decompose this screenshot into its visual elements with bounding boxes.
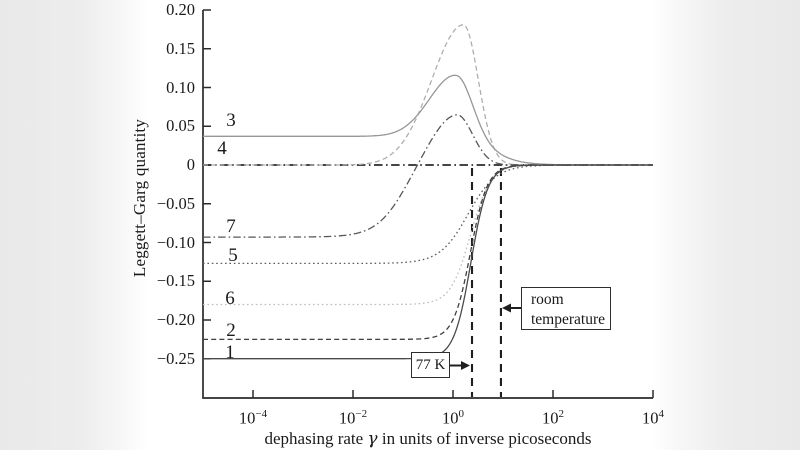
annotation-room-line1: room: [531, 291, 564, 308]
annotation-77k-label: 77 K: [415, 356, 446, 373]
y-tick-label: −0.25: [156, 348, 195, 368]
curve-label-4: 4: [217, 138, 227, 159]
y-tick-label: 0: [186, 155, 195, 174]
annotation-arrows: [450, 303, 521, 370]
y-tick-label: 0.15: [166, 38, 195, 58]
y-tick-label: 0.10: [166, 77, 195, 97]
gamma-symbol: γ: [367, 429, 378, 449]
curve-label-5: 5: [228, 245, 238, 266]
axis-spine: [202, 10, 653, 399]
x-axis-title: dephasing rate γ in units of inverse pic…: [265, 429, 592, 449]
x-tick-label: 102: [542, 408, 564, 428]
arrow-77k-head: [461, 361, 470, 370]
x-tick-label: 10−4: [238, 408, 268, 428]
data-curves: [203, 24, 653, 360]
curve-6: [203, 164, 653, 306]
curve-label-1: 1: [225, 342, 235, 363]
arrow-room-head: [502, 303, 511, 313]
y-tick-label: −0.10: [156, 232, 195, 252]
annotation-77k-box: 77 K: [411, 352, 450, 378]
x-tick-label: 10−2: [338, 408, 368, 428]
x-tick-label: 100: [442, 408, 464, 428]
x-axis-title-post: in units of inverse picoseconds: [377, 429, 592, 448]
annotation-room-temperature-box: room temperature: [521, 287, 611, 330]
curve-label-2: 2: [226, 320, 236, 341]
y-tick-label: 0.20: [166, 0, 195, 19]
curve-4: [203, 24, 653, 166]
curve-label-6: 6: [225, 288, 235, 309]
curve-7: [203, 114, 653, 238]
y-tick-label: −0.15: [156, 271, 195, 291]
y-tick-label: −0.20: [156, 310, 195, 329]
x-tick-label: 104: [642, 408, 664, 428]
y-tick-label: 0.05: [166, 116, 195, 136]
y-tick-label: −0.05: [156, 193, 195, 213]
curve-label-7: 7: [226, 216, 236, 237]
annotation-room-line2: temperature: [531, 311, 606, 328]
curve-5: [203, 164, 653, 265]
curve-label-3: 3: [226, 110, 236, 131]
x-axis-title-pre: dephasing rate: [264, 429, 368, 448]
